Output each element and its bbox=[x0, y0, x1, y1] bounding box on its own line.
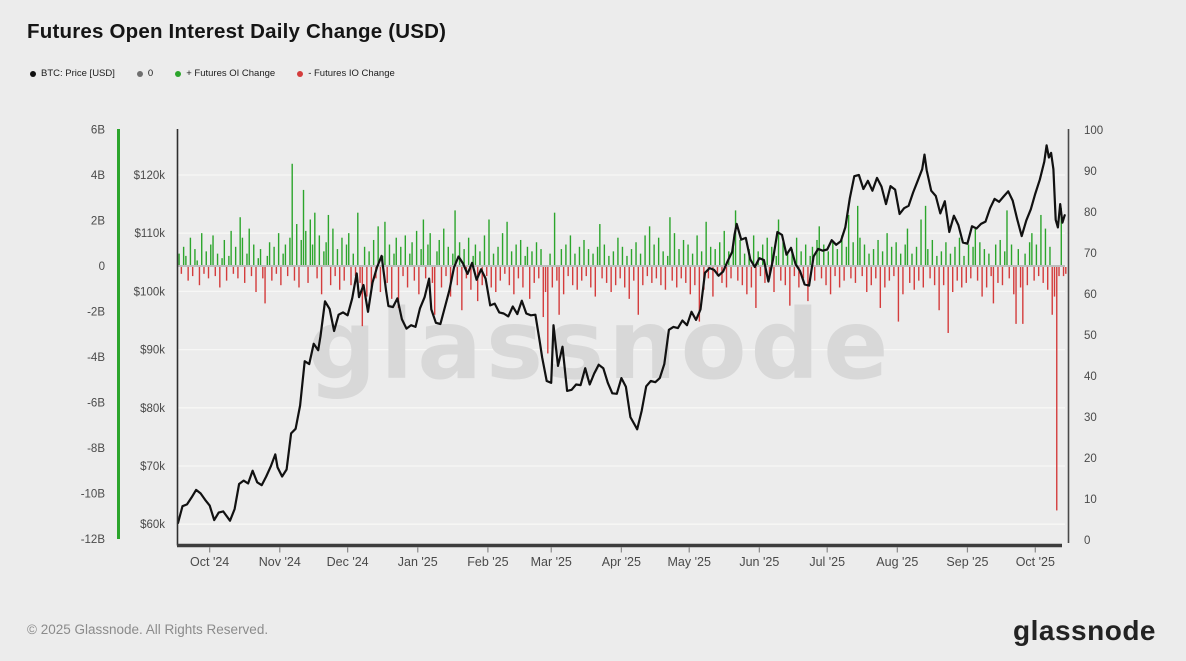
svg-text:30: 30 bbox=[1084, 412, 1097, 424]
svg-text:6B: 6B bbox=[91, 125, 105, 137]
svg-text:Sep '25: Sep '25 bbox=[946, 555, 988, 569]
svg-text:90: 90 bbox=[1084, 166, 1097, 178]
oi-axis-left: 6B 4B 2B 0 -2B -4B -6B -8B -10B -12B bbox=[81, 125, 120, 546]
svg-text:-2B: -2B bbox=[87, 307, 105, 319]
oi-positive-dot-icon bbox=[175, 70, 182, 77]
svg-text:100: 100 bbox=[1084, 125, 1103, 137]
oi-negative-dot-icon bbox=[297, 70, 304, 77]
svg-text:-12B: -12B bbox=[81, 534, 106, 546]
svg-text:Mar '25: Mar '25 bbox=[531, 555, 572, 569]
legend-item-oi-negative[interactable]: - Futures IO Change bbox=[297, 68, 395, 79]
svg-text:$110k: $110k bbox=[135, 228, 166, 240]
svg-text:-8B: -8B bbox=[87, 443, 105, 455]
svg-text:-10B: -10B bbox=[81, 489, 106, 501]
legend-label: BTC: Price [USD] bbox=[41, 68, 115, 79]
legend: BTC: Price [USD] 0 + Futures OI Change -… bbox=[30, 68, 395, 79]
svg-text:Jul '25: Jul '25 bbox=[809, 555, 845, 569]
glassnode-logo[interactable]: glassnode bbox=[1013, 615, 1156, 646]
svg-text:$120k: $120k bbox=[134, 170, 166, 182]
copyright-text: © 2025 Glassnode. All Rights Reserved. bbox=[27, 622, 269, 637]
svg-text:May '25: May '25 bbox=[668, 555, 711, 569]
watermark-text: glassnode bbox=[308, 289, 893, 401]
svg-text:4B: 4B bbox=[91, 170, 105, 182]
oi-change-bars bbox=[178, 163, 1067, 511]
svg-text:-4B: -4B bbox=[87, 352, 105, 364]
btc-price-line bbox=[176, 144, 1066, 525]
svg-text:Nov '24: Nov '24 bbox=[259, 555, 301, 569]
btc-price-dot-icon bbox=[30, 70, 36, 77]
time-axis: Oct '24 Nov '24 Dec '24 Jan '25 Feb '25 Mar '… bbox=[176, 129, 1062, 569]
svg-text:Jun '25: Jun '25 bbox=[739, 555, 779, 569]
svg-text:10: 10 bbox=[1084, 494, 1097, 506]
page-title: Futures Open Interest Daily Change (USD) bbox=[27, 20, 447, 43]
svg-text:Dec '24: Dec '24 bbox=[327, 555, 369, 569]
svg-text:0: 0 bbox=[1084, 535, 1090, 547]
svg-text:$80k: $80k bbox=[140, 403, 165, 415]
zero-dot-icon bbox=[136, 70, 143, 77]
svg-text:$60k: $60k bbox=[140, 519, 165, 531]
svg-text:Jan '25: Jan '25 bbox=[398, 555, 438, 569]
svg-text:0: 0 bbox=[99, 261, 105, 273]
legend-label: - Futures IO Change bbox=[308, 68, 395, 79]
svg-text:40: 40 bbox=[1084, 371, 1097, 383]
legend-label: 0 bbox=[147, 68, 154, 79]
svg-text:$70k: $70k bbox=[140, 461, 165, 473]
legend-item-btc-price[interactable]: BTC: Price [USD] bbox=[30, 68, 115, 79]
chart-canvas[interactable]: glassnode 6B 4B 2B 0 -2B -4B -6B -8B -10B -12B $120… bbox=[0, 0, 1186, 600]
legend-item-oi-positive[interactable]: + Futures OI Change bbox=[175, 68, 275, 79]
svg-text:Feb '25: Feb '25 bbox=[467, 555, 508, 569]
svg-text:-6B: -6B bbox=[87, 398, 105, 410]
svg-text:Oct '25: Oct '25 bbox=[1016, 555, 1055, 569]
svg-text:Aug '25: Aug '25 bbox=[876, 555, 918, 569]
legend-label: + Futures OI Change bbox=[186, 68, 276, 79]
price-axis-labels: $120k $110k $100k $90k $80k $70k $60k bbox=[134, 170, 166, 531]
svg-text:50: 50 bbox=[1084, 330, 1097, 342]
svg-text:$100k: $100k bbox=[134, 286, 166, 298]
svg-text:70: 70 bbox=[1084, 248, 1097, 260]
svg-text:20: 20 bbox=[1084, 453, 1097, 465]
svg-text:60: 60 bbox=[1084, 289, 1097, 301]
legend-item-zero[interactable]: 0 bbox=[136, 68, 154, 79]
svg-text:Apr '25: Apr '25 bbox=[602, 555, 641, 569]
svg-text:Oct '24: Oct '24 bbox=[190, 555, 229, 569]
svg-text:2B: 2B bbox=[91, 216, 105, 228]
svg-text:$90k: $90k bbox=[140, 345, 165, 357]
svg-text:80: 80 bbox=[1084, 207, 1097, 219]
grid-lines bbox=[178, 174, 1065, 525]
